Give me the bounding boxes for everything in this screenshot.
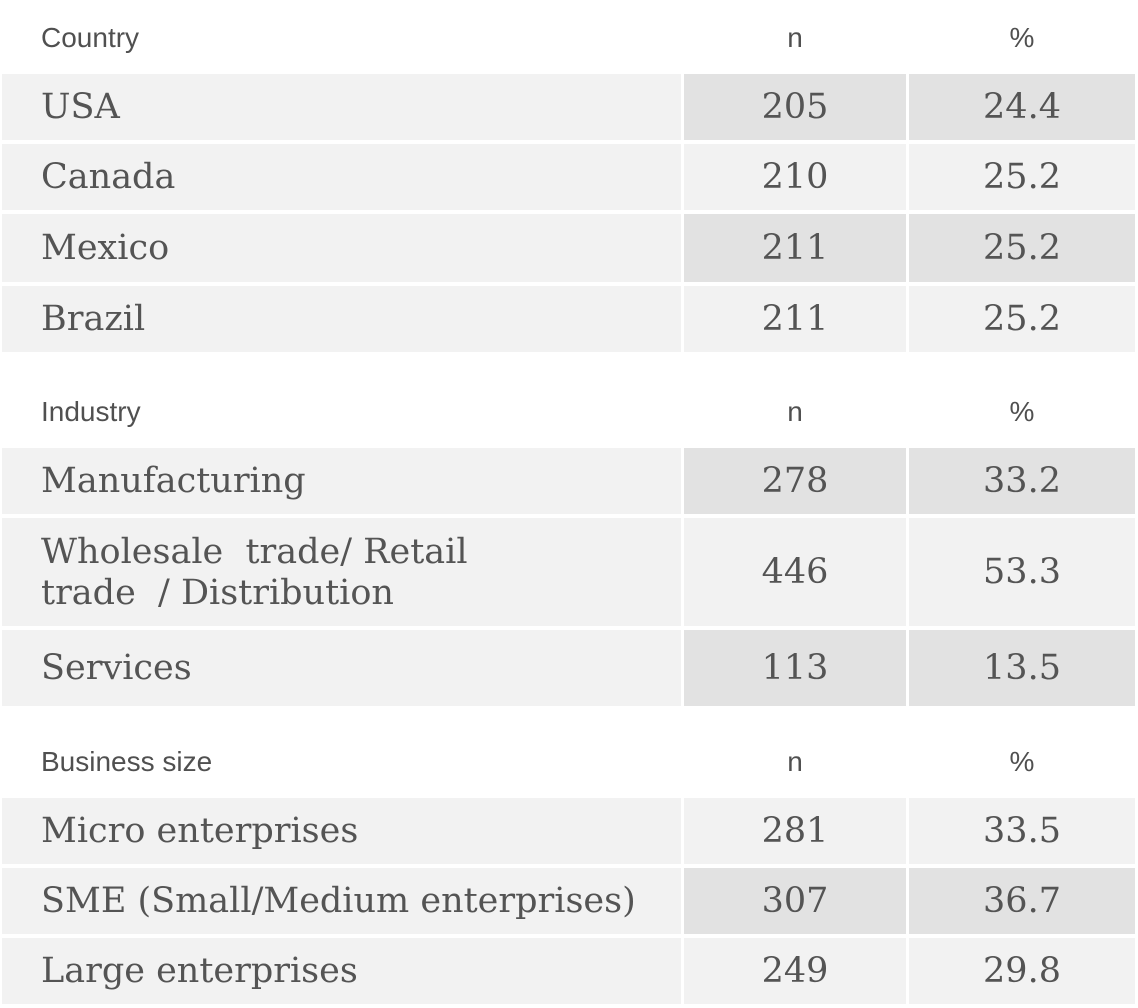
- row-n-value: 281: [684, 798, 906, 864]
- table-row: Brazil 211 25.2: [0, 286, 1136, 352]
- country-header-label: Country: [41, 22, 140, 53]
- table-row: Canada 210 25.2: [0, 144, 1136, 210]
- row-n-value: 205: [684, 74, 906, 140]
- table-row: SME (Small/Medium enterprises) 307 36.7: [0, 868, 1136, 934]
- table-row: Large enterprises 249 29.8: [0, 938, 1136, 1004]
- row-n-value: 446: [684, 518, 906, 626]
- row-label: USA: [2, 74, 681, 140]
- row-n-value: 307: [684, 868, 906, 934]
- table-row: Manufacturing 278 33.2: [0, 448, 1136, 514]
- country-header-row: Country n %: [0, 0, 1136, 74]
- table-row: Wholesale trade/ Retail trade / Distribu…: [0, 518, 1136, 626]
- country-header-percent: %: [1009, 22, 1035, 53]
- row-n-value: 249: [684, 938, 906, 1004]
- row-label: Wholesale trade/ Retail trade / Distribu…: [2, 518, 681, 626]
- row-label: Large enterprises: [2, 938, 681, 1004]
- row-percent-value: 13.5: [909, 630, 1135, 706]
- row-n-value: 211: [684, 214, 906, 282]
- table-row: USA 205 24.4: [0, 74, 1136, 140]
- row-percent-value: 24.4: [909, 74, 1135, 140]
- business-size-header-row: Business size n %: [0, 724, 1136, 798]
- row-percent-value: 25.2: [909, 144, 1135, 210]
- row-label: Services: [2, 630, 681, 706]
- row-n-value: 278: [684, 448, 906, 514]
- business-size-section: Business size n % Micro enterprises 281 …: [0, 724, 1136, 1008]
- business-size-header-label: Business size: [41, 746, 213, 777]
- industry-header-row: Industry n %: [0, 374, 1136, 448]
- row-percent-value: 33.5: [909, 798, 1135, 864]
- industry-header-n: n: [787, 396, 803, 427]
- row-percent-value: 25.2: [909, 286, 1135, 352]
- table-row: Mexico 211 25.2: [0, 214, 1136, 282]
- country-section: Country n % USA 205 24.4 Canada 210 25.2…: [0, 0, 1136, 356]
- country-header-n: n: [787, 22, 803, 53]
- row-percent-value: 33.2: [909, 448, 1135, 514]
- row-label: Manufacturing: [2, 448, 681, 514]
- table-row: Services 113 13.5: [0, 630, 1136, 706]
- row-label: Canada: [2, 144, 681, 210]
- row-n-value: 210: [684, 144, 906, 210]
- row-label: SME (Small/Medium enterprises): [2, 868, 681, 934]
- industry-section: Industry n % Manufacturing 278 33.2 Whol…: [0, 374, 1136, 710]
- row-percent-value: 53.3: [909, 518, 1135, 626]
- table-row: Micro enterprises 281 33.5: [0, 798, 1136, 864]
- industry-header-percent: %: [1009, 396, 1035, 427]
- business-size-header-percent: %: [1009, 746, 1035, 777]
- row-percent-value: 25.2: [909, 214, 1135, 282]
- row-percent-value: 29.8: [909, 938, 1135, 1004]
- row-label: Micro enterprises: [2, 798, 681, 864]
- row-percent-value: 36.7: [909, 868, 1135, 934]
- row-n-value: 113: [684, 630, 906, 706]
- business-size-header-n: n: [787, 746, 803, 777]
- row-label: Mexico: [2, 214, 681, 282]
- industry-header-label: Industry: [41, 396, 141, 427]
- row-label: Brazil: [2, 286, 681, 352]
- row-n-value: 211: [684, 286, 906, 352]
